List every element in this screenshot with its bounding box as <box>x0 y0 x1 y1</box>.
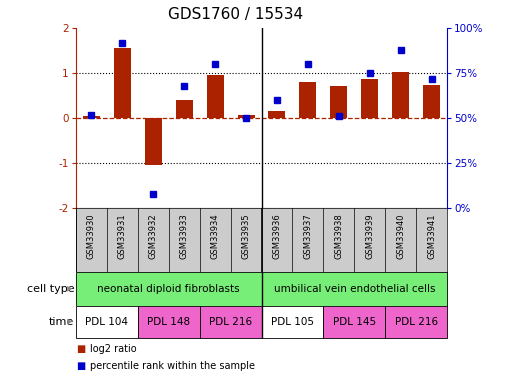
Bar <box>138 306 200 338</box>
Bar <box>200 306 262 338</box>
Text: GSM33937: GSM33937 <box>303 213 312 259</box>
Text: GSM33939: GSM33939 <box>365 213 374 259</box>
Bar <box>268 111 286 118</box>
Text: GSM33940: GSM33940 <box>396 213 405 259</box>
Text: GSM33930: GSM33930 <box>87 213 96 259</box>
Bar <box>262 272 447 306</box>
Text: umbilical vein endothelial cells: umbilical vein endothelial cells <box>274 284 435 294</box>
Text: log2 ratio: log2 ratio <box>90 344 137 354</box>
Bar <box>385 306 447 338</box>
Bar <box>423 85 440 118</box>
Text: GSM33941: GSM33941 <box>427 213 436 259</box>
Text: GSM33938: GSM33938 <box>334 213 344 259</box>
Text: GSM33931: GSM33931 <box>118 213 127 259</box>
Text: GSM33933: GSM33933 <box>179 213 189 259</box>
Bar <box>392 72 410 118</box>
Bar <box>76 306 138 338</box>
Text: GSM33932: GSM33932 <box>149 213 158 259</box>
Text: ■: ■ <box>76 344 85 354</box>
Bar <box>83 116 100 118</box>
Bar <box>262 306 323 338</box>
Text: GSM33935: GSM33935 <box>242 213 251 259</box>
Text: cell type: cell type <box>27 284 74 294</box>
Bar <box>76 272 262 306</box>
Text: PDL 145: PDL 145 <box>333 316 376 327</box>
Bar <box>176 100 192 118</box>
Text: PDL 105: PDL 105 <box>271 316 314 327</box>
Text: PDL 216: PDL 216 <box>209 316 252 327</box>
Text: GSM33934: GSM33934 <box>211 213 220 259</box>
Bar <box>331 86 347 118</box>
Bar <box>237 114 255 118</box>
Bar <box>299 82 316 118</box>
Text: PDL 216: PDL 216 <box>395 316 438 327</box>
Text: time: time <box>49 316 74 327</box>
Text: GDS1760 / 15534: GDS1760 / 15534 <box>168 8 303 22</box>
Bar <box>145 118 162 165</box>
Text: GSM33936: GSM33936 <box>272 213 281 259</box>
Bar <box>207 75 224 118</box>
Text: PDL 148: PDL 148 <box>147 316 190 327</box>
Bar <box>323 306 385 338</box>
Text: ■: ■ <box>76 361 85 370</box>
Bar <box>113 48 131 118</box>
Text: percentile rank within the sample: percentile rank within the sample <box>90 361 255 370</box>
Text: PDL 104: PDL 104 <box>85 316 128 327</box>
Text: neonatal diploid fibroblasts: neonatal diploid fibroblasts <box>97 284 240 294</box>
Bar <box>361 79 378 118</box>
